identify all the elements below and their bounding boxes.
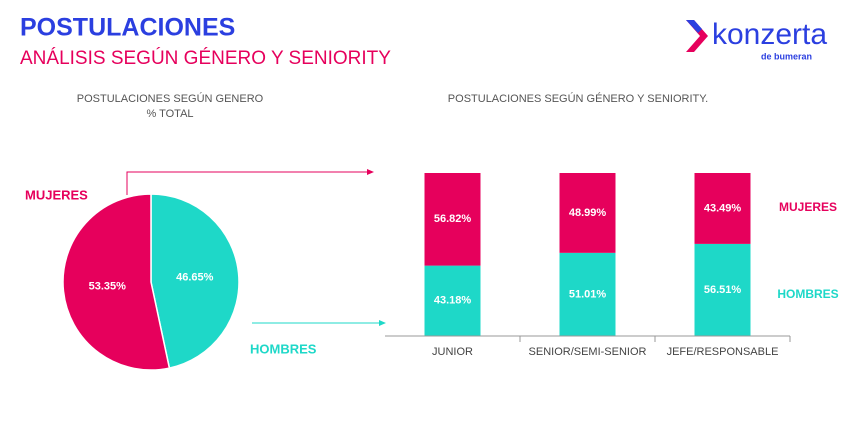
pie-category-label: HOMBRES — [250, 341, 317, 356]
logo-text: konzerta — [712, 18, 827, 51]
logo-subtext: de bumeran — [761, 51, 812, 61]
bar-segment — [424, 173, 481, 266]
bar-value-label: 56.82% — [434, 213, 472, 225]
bar-value-label: 56.51% — [704, 284, 742, 296]
bar-segment — [559, 173, 616, 253]
pie-value-label: 53.35% — [89, 281, 127, 293]
bar-segment — [424, 265, 481, 336]
x-tick-label: JEFE/RESPONSABLE — [667, 346, 779, 358]
bar-title: POSTULACIONES SEGÚN GÉNERO Y SENIORITY. — [448, 92, 708, 105]
x-tick-label: SENIOR/SEMI-SENIOR — [529, 346, 647, 358]
arrow-head — [379, 320, 386, 326]
subtitle: ANÁLISIS SEGÚN GÉNERO Y SENIORITY — [20, 47, 391, 69]
x-tick-label: JUNIOR — [432, 346, 473, 358]
pie-slice — [150, 193, 240, 369]
bar-segment — [694, 173, 751, 244]
pie-title: POSTULACIONES SEGÚN GENERO — [77, 92, 264, 105]
bar-value-label: 43.18% — [434, 295, 472, 307]
pie-category-label: MUJERES — [25, 187, 88, 202]
bar-segment — [559, 252, 616, 336]
title: POSTULACIONES — [20, 14, 235, 42]
legend-label: MUJERES — [779, 200, 837, 214]
arrow — [126, 171, 368, 195]
bar-segment — [694, 243, 751, 336]
logo-icon-part — [686, 20, 702, 33]
bar-value-label: 43.49% — [704, 202, 742, 214]
legend-label: HOMBRES — [777, 287, 838, 301]
pie-value-label: 46.65% — [176, 271, 214, 283]
arrow-head — [367, 169, 374, 175]
pie-subtitle: % TOTAL — [146, 108, 193, 120]
pie-slice — [62, 193, 171, 371]
bar-value-label: 48.99% — [569, 207, 607, 219]
bar-value-label: 51.01% — [569, 288, 607, 300]
